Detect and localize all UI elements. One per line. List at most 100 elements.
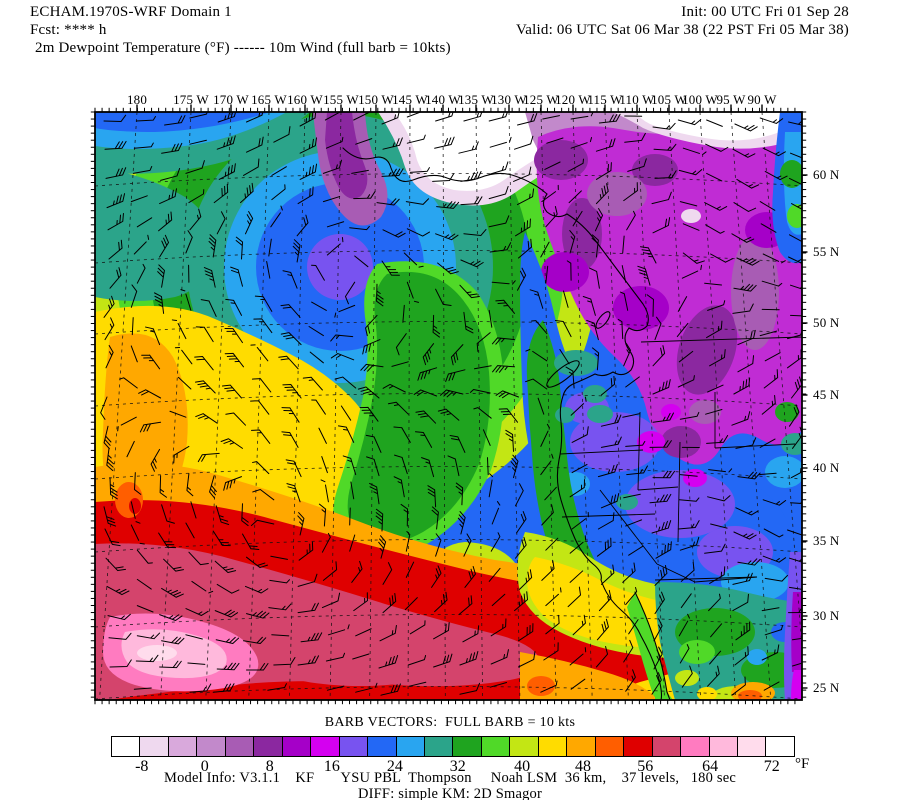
lon-label: 180 bbox=[126, 92, 148, 107]
wind-barb bbox=[246, 610, 270, 619]
wind-barb bbox=[136, 605, 154, 613]
colorbar-segment bbox=[567, 737, 596, 756]
wind-barb bbox=[107, 213, 124, 231]
wind-barb bbox=[159, 475, 167, 498]
wind-barb bbox=[709, 349, 726, 367]
wind-barb bbox=[282, 383, 302, 399]
wind-barb bbox=[427, 485, 437, 508]
wind-barb bbox=[163, 558, 184, 572]
wind-barb bbox=[159, 614, 183, 621]
lat-label: 25 N bbox=[813, 680, 840, 695]
wind-barb bbox=[216, 583, 240, 594]
wind-barb bbox=[107, 613, 131, 621]
wind-barb bbox=[621, 265, 627, 283]
wind-barb bbox=[439, 389, 464, 398]
wind-barb bbox=[622, 413, 640, 418]
wind-barb bbox=[572, 614, 586, 636]
wind-barb bbox=[282, 270, 298, 289]
wind-barb bbox=[514, 591, 528, 612]
wind-barb bbox=[281, 407, 300, 423]
wind-barb bbox=[164, 115, 186, 126]
wind-barb bbox=[357, 386, 380, 399]
wind-barb bbox=[733, 531, 757, 540]
wind-barb bbox=[297, 186, 314, 205]
wind-barb bbox=[402, 304, 405, 323]
wind-barb bbox=[653, 143, 677, 151]
lon-label: 155 W bbox=[323, 92, 359, 107]
wind-barb bbox=[285, 459, 302, 478]
wind-barb bbox=[676, 322, 689, 338]
wind-barb bbox=[637, 265, 651, 286]
wind-barb bbox=[195, 380, 216, 394]
wind-barb bbox=[400, 503, 409, 527]
colorbar-tick-label: 40 bbox=[514, 758, 531, 775]
wind-barb bbox=[212, 530, 231, 547]
wind-barb bbox=[457, 511, 466, 535]
colorbar-tick-label: 72 bbox=[763, 758, 780, 775]
colorbar-segment bbox=[197, 737, 226, 756]
wind-barb bbox=[791, 376, 802, 399]
wind-barb bbox=[250, 344, 269, 362]
lon-label: 95 W bbox=[716, 92, 746, 107]
wind-barb bbox=[709, 650, 722, 665]
wind-barb bbox=[422, 343, 435, 366]
wind-barb bbox=[109, 477, 118, 500]
wind-barb bbox=[321, 592, 341, 609]
wind-barb bbox=[732, 593, 749, 612]
wind-barb bbox=[463, 533, 472, 557]
colorbar-tick-label: 32 bbox=[449, 758, 466, 775]
wind-barb bbox=[180, 289, 192, 311]
wind-barb bbox=[460, 170, 482, 182]
wind-barb bbox=[354, 255, 369, 268]
wind-barb bbox=[595, 138, 616, 152]
wind-barb bbox=[298, 541, 314, 561]
wind-barb bbox=[391, 361, 409, 367]
wind-barb bbox=[490, 618, 507, 637]
wind-barb bbox=[545, 537, 559, 551]
wind-barb bbox=[567, 586, 582, 608]
colorbar-segment bbox=[225, 737, 255, 756]
wind-barb bbox=[540, 680, 558, 693]
wind-barb bbox=[545, 587, 562, 607]
colorbar-segment bbox=[481, 737, 511, 756]
wind-barb bbox=[735, 507, 759, 516]
wind-barb bbox=[269, 579, 291, 584]
wind-barb bbox=[153, 292, 165, 314]
wind-barb bbox=[525, 378, 548, 390]
wind-barb bbox=[409, 620, 426, 635]
colorbar-segment bbox=[254, 737, 283, 756]
wind-barb bbox=[679, 644, 690, 664]
wind-barb bbox=[737, 558, 761, 566]
wind-barb bbox=[136, 578, 152, 590]
colorbar-tick-label: 24 bbox=[386, 758, 403, 775]
wind-barb bbox=[788, 256, 802, 265]
wind-barb bbox=[106, 447, 115, 472]
wind-barb bbox=[406, 281, 420, 303]
wind-barb bbox=[160, 167, 181, 181]
wind-barb bbox=[447, 455, 460, 477]
lat-label: 45 N bbox=[813, 387, 840, 402]
wind-barb bbox=[625, 587, 638, 606]
wind-barb bbox=[360, 363, 384, 372]
wind-barb bbox=[221, 384, 242, 399]
wind-barb bbox=[652, 217, 671, 234]
wind-barb bbox=[359, 406, 379, 422]
wind-barb bbox=[409, 167, 430, 173]
wind-barb bbox=[349, 507, 351, 526]
wind-barb bbox=[488, 161, 509, 175]
wind-barb bbox=[625, 519, 643, 527]
wind-barb bbox=[679, 474, 698, 477]
wind-barb bbox=[624, 132, 646, 143]
wind-barb bbox=[488, 473, 494, 498]
wind-barb bbox=[387, 401, 409, 415]
wind-barb bbox=[473, 407, 492, 419]
wind-barb bbox=[513, 166, 532, 182]
wind-barb bbox=[764, 352, 781, 362]
wind-barb bbox=[619, 291, 629, 311]
wind-barb bbox=[311, 399, 326, 415]
wind-barb bbox=[243, 158, 260, 176]
wind-barb bbox=[105, 557, 127, 572]
wind-barb bbox=[337, 425, 355, 443]
wind-barb bbox=[764, 574, 788, 582]
wind-barb bbox=[362, 339, 381, 355]
